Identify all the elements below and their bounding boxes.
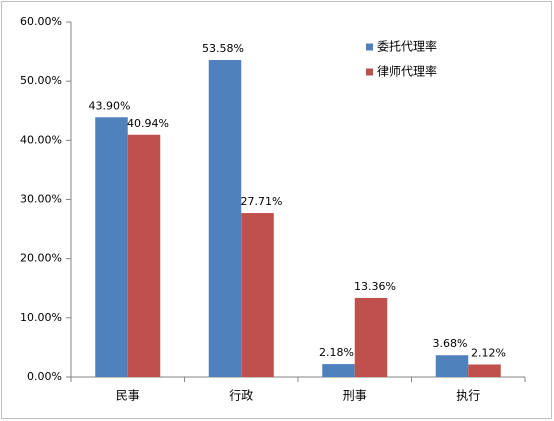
y-tick-label: 0.00%	[27, 370, 62, 383]
legend-swatch	[366, 68, 373, 76]
legend-label: 委托代理率	[377, 39, 437, 54]
y-tick-label: 20.00%	[20, 252, 62, 265]
legend-label: 律师代理率	[377, 64, 437, 79]
y-tick-label: 60.00%	[20, 15, 62, 28]
value-label: 13.36%	[354, 280, 396, 293]
x-tick-label: 民事	[116, 389, 140, 403]
value-label: 2.12%	[471, 346, 506, 359]
value-label: 43.90%	[89, 99, 131, 112]
legend-swatch	[366, 43, 373, 51]
bar	[241, 213, 274, 377]
y-tick-label: 40.00%	[20, 133, 62, 146]
value-label: 2.18%	[319, 346, 354, 359]
value-label: 40.94%	[127, 117, 169, 130]
bar	[435, 355, 469, 377]
bar	[354, 297, 388, 377]
x-tick-label: 刑事	[343, 389, 367, 403]
x-tick-label: 行政	[229, 389, 253, 403]
x-tick-label: 执行	[456, 389, 480, 403]
bar	[468, 364, 501, 377]
y-tick-label: 10.00%	[20, 311, 62, 324]
value-label: 27.71%	[241, 195, 283, 208]
y-tick-label: 30.00%	[20, 193, 62, 206]
y-tick-label: 50.00%	[20, 74, 62, 87]
value-label: 53.58%	[202, 42, 244, 55]
bar	[127, 134, 161, 377]
bar	[322, 364, 355, 377]
value-label: 3.68%	[433, 337, 468, 350]
bar	[95, 117, 128, 377]
bar	[208, 59, 242, 378]
